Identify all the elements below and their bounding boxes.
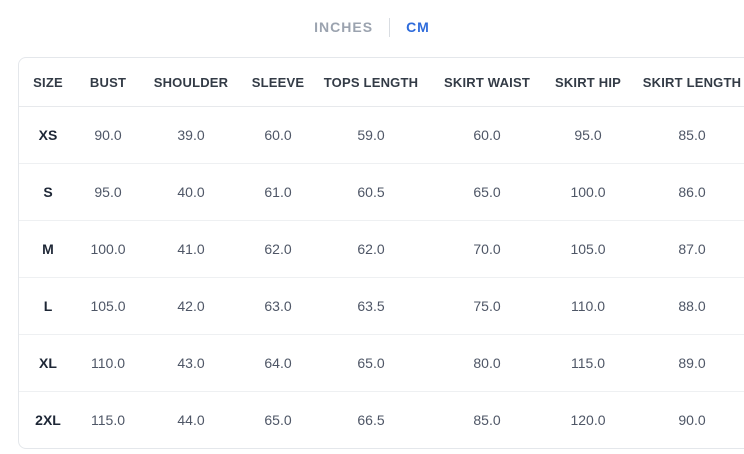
measurement-cell: 63.5 bbox=[313, 278, 429, 335]
tab-divider bbox=[389, 17, 391, 37]
measurement-cell: 62.0 bbox=[313, 221, 429, 278]
measurement-cell: 85.0 bbox=[473, 412, 501, 428]
size-cell: S bbox=[19, 164, 77, 221]
table-row: S 95.0 40.0 61.0 60.5 65.0 100.0 86.0 bbox=[19, 164, 744, 221]
measurement-cell: 61.0 bbox=[243, 164, 313, 221]
table-row: 2XL 115.0 44.0 65.0 66.5 85.0 120.0 90.0 bbox=[19, 392, 744, 448]
measurement-cell: 85.0 bbox=[631, 107, 744, 164]
measurement-cell: 62.0 bbox=[243, 221, 313, 278]
column-header-skirt-length: SKIRT LENGTH bbox=[631, 58, 744, 107]
column-header-skirt-hip: SKIRT HIP bbox=[545, 58, 631, 107]
measurement-cell: 110.0 bbox=[77, 335, 139, 392]
column-header-shoulder: SHOULDER bbox=[139, 58, 243, 107]
measurement-cell: 42.0 bbox=[139, 278, 243, 335]
measurement-cell: 40.0 bbox=[139, 164, 243, 221]
measurement-cell: 60.5 bbox=[313, 164, 429, 221]
measurement-cell: 110.0 bbox=[545, 278, 631, 335]
measurement-cell: 65.0 bbox=[313, 335, 429, 392]
table-header-row: SIZE BUST SHOULDER SLEEVE TOPS LENGTH SK… bbox=[19, 58, 744, 107]
tab-cm[interactable]: CM bbox=[404, 15, 432, 39]
table-row: XS 90.0 39.0 60.0 59.0 60.0 95.0 85.0 bbox=[19, 107, 744, 164]
measurement-cell: 95.0 bbox=[545, 107, 631, 164]
table-row: L 105.0 42.0 63.0 63.5 75.0 110.0 88.0 bbox=[19, 278, 744, 335]
size-cell: XS bbox=[19, 107, 77, 164]
size-cell: M bbox=[19, 221, 77, 278]
column-header-tops-length: TOPS LENGTH bbox=[313, 58, 429, 107]
measurement-cell: 89.0 bbox=[631, 335, 744, 392]
measurement-cell: 63.0 bbox=[243, 278, 313, 335]
measurement-cell: 100.0 bbox=[545, 164, 631, 221]
unit-tabs: INCHES CM bbox=[0, 12, 744, 42]
measurement-cell: 60.0 bbox=[243, 107, 313, 164]
measurement-cell: 41.0 bbox=[139, 221, 243, 278]
measurement-cell: 86.0 bbox=[631, 164, 744, 221]
measurement-cell: 95.0 bbox=[77, 164, 139, 221]
measurement-cell: 88.0 bbox=[631, 278, 744, 335]
measurement-cell: 60.0 bbox=[429, 107, 545, 164]
measurement-cell: 39.0 bbox=[139, 107, 243, 164]
measurement-cell: 44.0 bbox=[177, 412, 205, 428]
measurement-cell: 105.0 bbox=[77, 278, 139, 335]
measurement-cell: 80.0 bbox=[429, 335, 545, 392]
measurement-cell: 43.0 bbox=[139, 335, 243, 392]
measurement-cell: 87.0 bbox=[631, 221, 744, 278]
measurement-cell: 120.0 bbox=[570, 412, 606, 428]
measurement-cell: 59.0 bbox=[313, 107, 429, 164]
measurement-cell: 115.0 bbox=[545, 335, 631, 392]
size-chart-container: SIZE BUST SHOULDER SLEEVE TOPS LENGTH SK… bbox=[18, 57, 744, 449]
table-row: XL 110.0 43.0 64.0 65.0 80.0 115.0 89.0 bbox=[19, 335, 744, 392]
measurement-cell: 90.0 bbox=[678, 412, 706, 428]
tab-inches[interactable]: INCHES bbox=[312, 15, 375, 39]
size-cell: 2XL bbox=[35, 412, 61, 428]
column-header-skirt-waist: SKIRT WAIST bbox=[429, 58, 545, 107]
measurement-cell: 115.0 bbox=[91, 412, 125, 428]
size-cell: XL bbox=[19, 335, 77, 392]
measurement-cell: 75.0 bbox=[429, 278, 545, 335]
column-header-size: SIZE bbox=[19, 58, 77, 107]
measurement-cell: 70.0 bbox=[429, 221, 545, 278]
column-header-bust: BUST bbox=[77, 58, 139, 107]
size-cell: L bbox=[19, 278, 77, 335]
measurement-cell: 66.5 bbox=[357, 412, 385, 428]
size-chart-body: XS 90.0 39.0 60.0 59.0 60.0 95.0 85.0 S 95.0 40.0 6… bbox=[19, 107, 744, 448]
measurement-cell: 64.0 bbox=[243, 335, 313, 392]
measurement-cell: 65.0 bbox=[264, 412, 292, 428]
measurement-cell: 65.0 bbox=[429, 164, 545, 221]
measurement-cell: 100.0 bbox=[77, 221, 139, 278]
size-chart-table: SIZE BUST SHOULDER SLEEVE TOPS LENGTH SK… bbox=[18, 57, 744, 449]
measurement-cell: 105.0 bbox=[545, 221, 631, 278]
measurement-cell: 90.0 bbox=[77, 107, 139, 164]
column-header-sleeve: SLEEVE bbox=[243, 58, 313, 107]
table-row: M 100.0 41.0 62.0 62.0 70.0 105.0 87.0 bbox=[19, 221, 744, 278]
